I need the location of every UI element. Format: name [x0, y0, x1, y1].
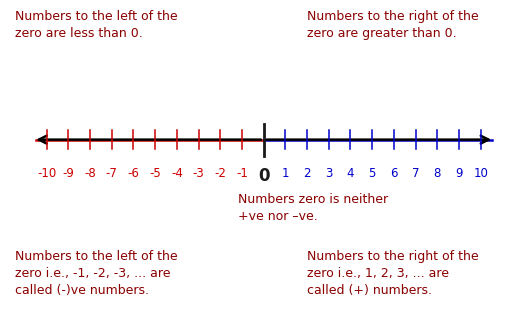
Text: Numbers to the right of the
zero i.e., 1, 2, 3, ... are
called (+) numbers.: Numbers to the right of the zero i.e., 1…: [307, 250, 479, 297]
Text: Numbers to the left of the
zero are less than 0.: Numbers to the left of the zero are less…: [15, 10, 178, 39]
Text: -2: -2: [215, 167, 226, 180]
Text: Numbers zero is neither
+ve nor –ve.: Numbers zero is neither +ve nor –ve.: [238, 193, 388, 222]
Text: 2: 2: [303, 167, 311, 180]
Text: -6: -6: [127, 167, 139, 180]
Text: 1: 1: [282, 167, 289, 180]
Text: 5: 5: [369, 167, 376, 180]
Text: Numbers to the right of the
zero are greater than 0.: Numbers to the right of the zero are gre…: [307, 10, 479, 39]
Text: -8: -8: [84, 167, 96, 180]
Text: 4: 4: [347, 167, 354, 180]
Text: -3: -3: [193, 167, 204, 180]
Text: -4: -4: [171, 167, 183, 180]
Text: 10: 10: [473, 167, 488, 180]
Text: 0: 0: [258, 167, 269, 185]
Text: 3: 3: [325, 167, 332, 180]
Text: -7: -7: [106, 167, 118, 180]
Text: 9: 9: [455, 167, 463, 180]
Text: 8: 8: [434, 167, 441, 180]
Text: -5: -5: [150, 167, 161, 180]
Text: -10: -10: [37, 167, 56, 180]
Text: Numbers to the left of the
zero i.e., -1, -2, -3, ... are
called (-)ve numbers.: Numbers to the left of the zero i.e., -1…: [15, 250, 178, 297]
Text: -1: -1: [236, 167, 248, 180]
Text: 6: 6: [390, 167, 398, 180]
Text: -9: -9: [62, 167, 74, 180]
Text: 7: 7: [412, 167, 419, 180]
